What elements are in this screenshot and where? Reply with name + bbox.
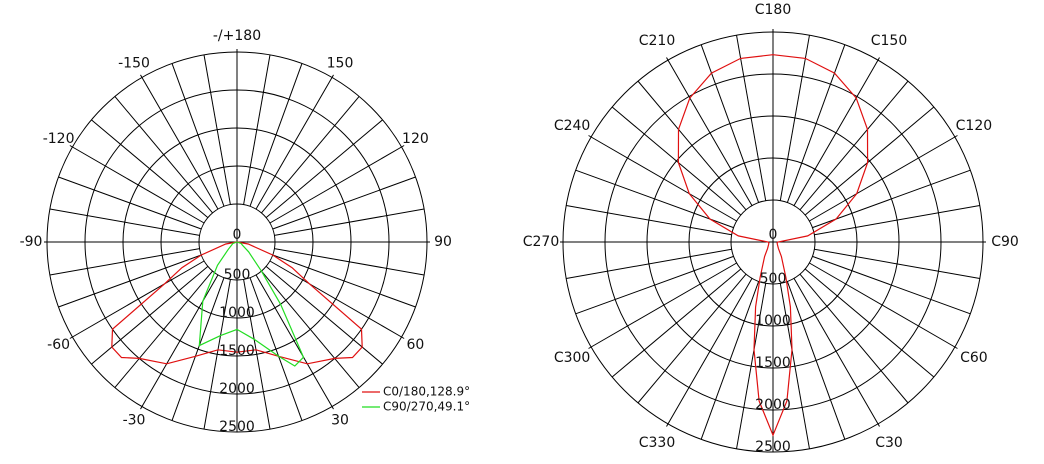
series-line bbox=[111, 241, 363, 365]
angle-label: 120 bbox=[402, 131, 429, 147]
angle-label: C240 bbox=[554, 118, 591, 134]
r-tick-label: 1500 bbox=[755, 355, 791, 371]
angle-tick bbox=[877, 423, 880, 427]
angle-tick bbox=[140, 74, 143, 78]
series-line bbox=[677, 54, 869, 437]
angle-label: 60 bbox=[406, 337, 424, 353]
angle-label: -90 bbox=[20, 234, 43, 250]
r-tick-label: 1500 bbox=[219, 343, 255, 359]
angle-tick bbox=[140, 406, 143, 410]
angle-tick bbox=[401, 336, 405, 339]
angle-tick bbox=[666, 57, 669, 61]
angle-label: -/+180 bbox=[213, 28, 261, 44]
angle-label: 90 bbox=[434, 234, 452, 250]
angle-label: C120 bbox=[956, 118, 993, 134]
angle-tick bbox=[69, 145, 73, 148]
angle-label: C90 bbox=[991, 234, 1019, 250]
r-tick-label: 500 bbox=[224, 267, 251, 283]
angle-label: C180 bbox=[755, 2, 792, 18]
polar-plot: -/+180 150 120 90 60 30 -30 -60 -90 -120 -150 0 500 1… bbox=[20, 28, 452, 435]
series-line bbox=[198, 241, 305, 367]
angle-tick bbox=[666, 423, 669, 427]
ring bbox=[604, 73, 942, 411]
angle-tick bbox=[331, 406, 334, 410]
angle-tick bbox=[588, 346, 592, 349]
angle-tick bbox=[331, 74, 334, 78]
r-tick-label: 2500 bbox=[219, 419, 255, 435]
angle-tick bbox=[69, 336, 73, 339]
legend-label: C0/180,128.9° bbox=[383, 385, 470, 399]
angle-label: -120 bbox=[43, 131, 75, 147]
ring bbox=[730, 199, 816, 285]
angle-label: -30 bbox=[123, 412, 146, 428]
angle-tick bbox=[954, 135, 958, 138]
angle-tick bbox=[588, 135, 592, 138]
angle-label: C330 bbox=[639, 435, 676, 451]
r-tick-label: 2500 bbox=[755, 439, 791, 455]
ring bbox=[122, 127, 352, 357]
angle-tick bbox=[877, 57, 880, 61]
angle-label: -150 bbox=[118, 56, 150, 72]
r-tick-label: 0 bbox=[233, 227, 242, 243]
angle-label: -60 bbox=[47, 337, 70, 353]
angle-tick bbox=[954, 346, 958, 349]
ring bbox=[160, 165, 314, 319]
ring bbox=[84, 89, 390, 395]
polar-plot: C180 C150 C120 C90 C60 C30 C330 C300 C270 C240 C21… bbox=[523, 2, 1019, 455]
legend: C0/180,128.9°C90/270,49.1° bbox=[362, 385, 470, 414]
r-tick-label: 2000 bbox=[755, 397, 791, 413]
angle-label: C30 bbox=[875, 435, 903, 451]
angle-label: 150 bbox=[327, 56, 354, 72]
r-tick-label: 2000 bbox=[219, 381, 255, 397]
angle-label: C270 bbox=[523, 234, 560, 250]
r-tick-label: 0 bbox=[769, 227, 778, 243]
r-tick-label: 1000 bbox=[219, 305, 255, 321]
r-tick-label: 500 bbox=[760, 271, 787, 287]
legend-label: C90/270,49.1° bbox=[383, 400, 470, 414]
r-tick-label: 1000 bbox=[755, 313, 791, 329]
angle-label: C300 bbox=[554, 350, 591, 366]
angle-label: C60 bbox=[960, 350, 988, 366]
ring bbox=[646, 115, 900, 369]
ring bbox=[198, 203, 276, 281]
angle-label: 30 bbox=[331, 412, 349, 428]
angle-tick bbox=[401, 145, 405, 148]
angle-label: C150 bbox=[871, 33, 908, 49]
angle-label: C210 bbox=[639, 33, 676, 49]
ring bbox=[688, 157, 858, 327]
